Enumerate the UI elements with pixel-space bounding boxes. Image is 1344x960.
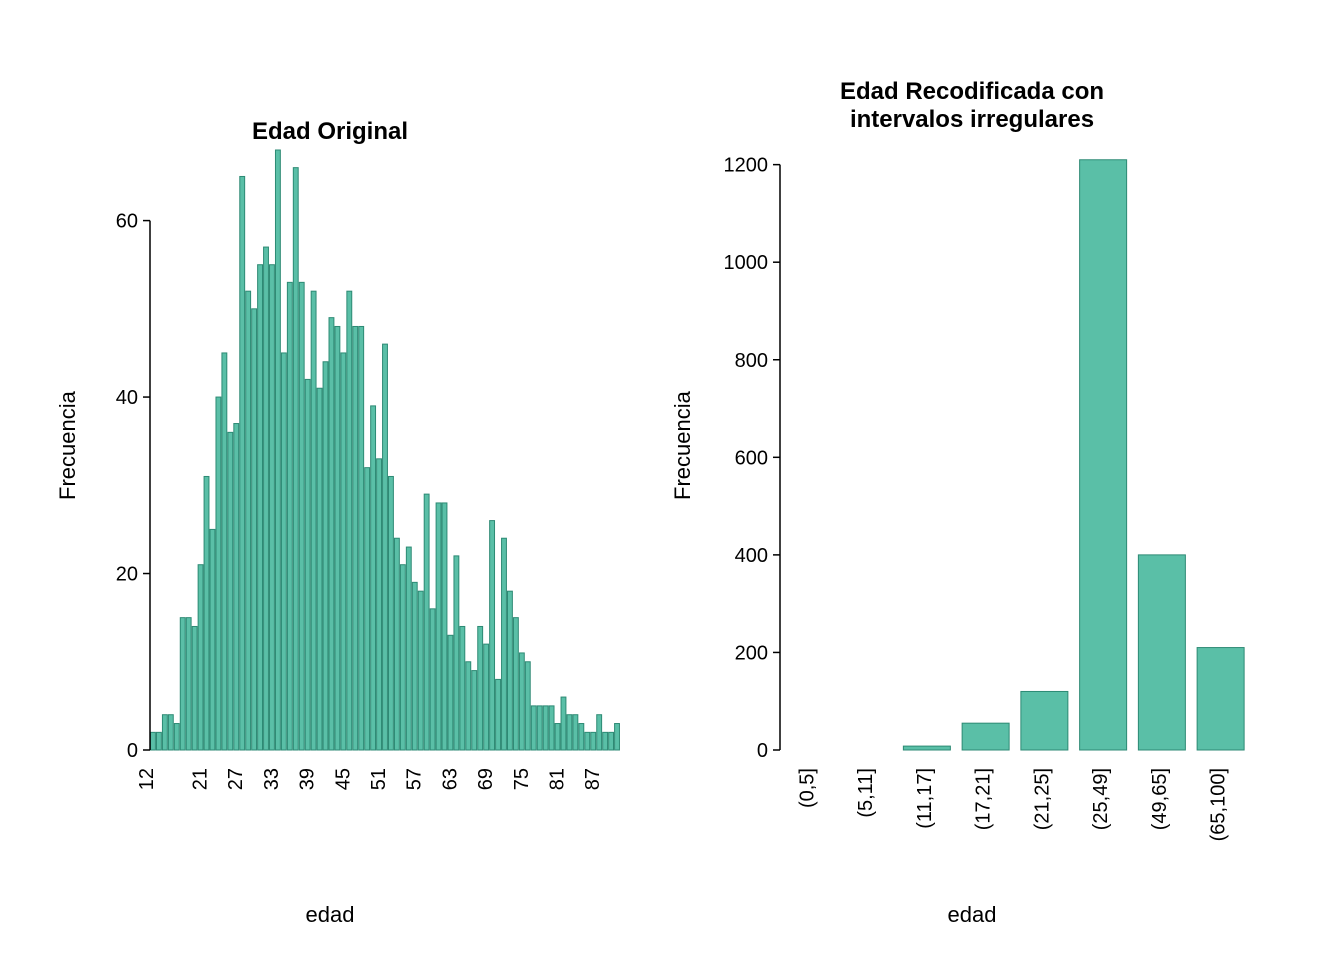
svg-text:57: 57 — [404, 768, 426, 790]
svg-text:33: 33 — [261, 768, 283, 790]
svg-text:400: 400 — [735, 545, 768, 567]
svg-text:12: 12 — [136, 768, 158, 790]
svg-text:(21,25]: (21,25] — [1031, 768, 1053, 830]
svg-text:75: 75 — [511, 768, 533, 790]
right-chart-xlabel: edad — [600, 902, 1344, 928]
svg-text:39: 39 — [297, 768, 319, 790]
svg-text:(65,100]: (65,100] — [1208, 768, 1230, 841]
svg-text:800: 800 — [735, 350, 768, 372]
svg-text:(49,65]: (49,65] — [1149, 768, 1171, 830]
svg-text:63: 63 — [439, 768, 461, 790]
svg-text:1000: 1000 — [724, 252, 769, 274]
svg-text:69: 69 — [475, 768, 497, 790]
svg-text:0: 0 — [757, 740, 768, 762]
svg-text:(11,17]: (11,17] — [914, 768, 936, 829]
svg-text:60: 60 — [116, 211, 138, 233]
left-chart-xlabel: edad — [0, 902, 660, 928]
svg-text:40: 40 — [116, 387, 138, 409]
svg-text:81: 81 — [546, 768, 568, 790]
svg-text:(25,49]: (25,49] — [1090, 768, 1112, 830]
svg-text:27: 27 — [225, 768, 247, 790]
svg-text:21: 21 — [190, 768, 212, 790]
svg-text:45: 45 — [332, 768, 354, 790]
svg-text:200: 200 — [735, 642, 768, 664]
svg-text:0: 0 — [127, 740, 138, 762]
svg-text:600: 600 — [735, 447, 768, 469]
svg-text:(17,21]: (17,21] — [973, 768, 995, 830]
right-chart-plot: 0 200 400 600 800 1000 1200 (0,5] (5,11] (11,17] (… — [600, 0, 1344, 960]
svg-text:(0,5]: (0,5] — [796, 768, 818, 808]
svg-text:51: 51 — [368, 768, 390, 790]
left-chart-panel: Edad Original Frecuencia 020406012212733… — [0, 0, 660, 960]
svg-text:1200: 1200 — [724, 155, 769, 177]
svg-text:20: 20 — [116, 564, 138, 586]
right-chart-panel: Edad Recodificada con intervalos irregul… — [600, 0, 1344, 960]
svg-text:(5,11]: (5,11] — [855, 768, 877, 818]
left-chart-plot: 020406012212733394551576369758187 — [0, 0, 660, 960]
